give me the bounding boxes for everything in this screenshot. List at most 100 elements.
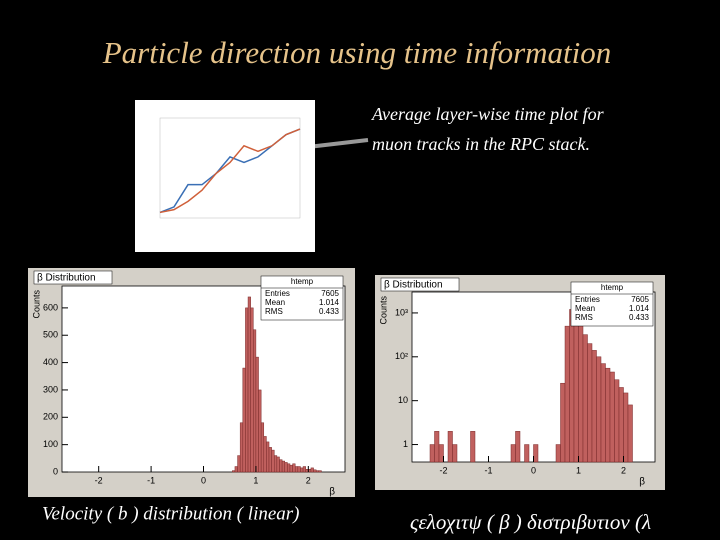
stats-label: RMS [575, 313, 593, 322]
bar [470, 431, 476, 463]
bar [287, 463, 291, 473]
y-tick-label: 200 [43, 412, 58, 422]
bar [587, 343, 593, 463]
x-tick-label: -1 [484, 465, 492, 475]
bar [300, 467, 304, 473]
bar [564, 325, 570, 463]
x-tick-label: -2 [95, 475, 103, 485]
bar [266, 441, 270, 473]
stats-label: Entries [265, 289, 290, 298]
stats-value: 0.433 [629, 313, 650, 322]
x-axis-label: β [329, 487, 335, 498]
y-tick-label: 10 [398, 395, 408, 405]
y-tick-label: 500 [43, 330, 58, 340]
stats-label: Mean [265, 298, 285, 307]
annotation-line: Average layer-wise time plot for [371, 104, 605, 124]
bar [510, 444, 516, 463]
bar [294, 466, 299, 473]
bar [232, 470, 236, 473]
bar [533, 444, 539, 463]
y-tick-label: 300 [43, 384, 58, 394]
stats-value: 1.014 [319, 298, 340, 307]
stats-label: Mean [575, 304, 595, 313]
title-box [380, 277, 460, 292]
series-line [159, 128, 301, 214]
bar [276, 456, 280, 473]
stats-value: 7605 [631, 295, 649, 304]
stats-label: RMS [265, 307, 283, 316]
bar [447, 431, 453, 463]
bar [268, 447, 272, 473]
bar [452, 444, 458, 463]
x-tick-label: -2 [439, 465, 447, 475]
x-tick-label: 1 [576, 465, 581, 475]
bar [297, 466, 301, 473]
y-axis-label: Counts [31, 290, 41, 319]
right-caption: ςελοχιτψ ( β ) διστριβυτιον (λ [410, 510, 651, 534]
stats-value: 0.433 [319, 307, 340, 316]
bar [289, 464, 293, 473]
bar [237, 455, 241, 473]
stats-label: Entries [575, 295, 600, 304]
bar [292, 463, 296, 473]
bar [310, 467, 314, 473]
x-tick-label: -1 [147, 475, 155, 485]
bar [429, 444, 435, 463]
y-tick-label: 10³ [395, 307, 408, 317]
x-tick-label: 1 [253, 475, 258, 485]
histogram-title: β Distribution [37, 273, 96, 284]
stats-value: 7605 [321, 289, 339, 298]
bar [569, 309, 575, 463]
bar [318, 470, 322, 473]
bar [315, 470, 320, 473]
bar [247, 296, 251, 473]
x-tick-label: 2 [621, 465, 626, 475]
x-tick-label: 0 [201, 475, 206, 485]
slide-title: Particle direction using time informatio… [102, 35, 612, 70]
bar [600, 363, 606, 463]
bar [578, 318, 584, 463]
stats-name: htemp [291, 277, 314, 286]
title-box [33, 270, 113, 285]
bar [573, 310, 579, 463]
bar [515, 431, 521, 463]
bar [234, 466, 238, 473]
stats-box [260, 275, 344, 321]
bar [255, 356, 259, 473]
y-axis-label: Counts [378, 296, 388, 325]
bar [274, 455, 278, 473]
arrow [307, 138, 369, 149]
histogram-title: β Distribution [384, 280, 443, 291]
bar [560, 382, 566, 463]
bar [609, 371, 615, 463]
bar [258, 389, 262, 473]
y-tick-label: 10² [395, 351, 408, 361]
y-tick-label: 600 [43, 302, 58, 312]
bar [242, 367, 246, 473]
y-tick-label: 400 [43, 357, 58, 367]
bar [250, 307, 254, 473]
bar [239, 422, 244, 473]
chart-image [135, 100, 315, 252]
bar [614, 379, 620, 463]
annotation-line: muon tracks in the RPC stack. [372, 134, 590, 154]
x-tick-label: 0 [531, 465, 536, 475]
bar [279, 459, 283, 473]
left-caption: Velocity ( b ) distribution ( linear) [42, 503, 300, 524]
bar [313, 469, 317, 473]
bar [605, 367, 611, 463]
bar [260, 422, 265, 473]
plot-area [159, 117, 301, 219]
bar [245, 307, 249, 473]
bar [253, 329, 257, 473]
bar [271, 449, 275, 473]
bar [281, 460, 285, 473]
y-tick-label: 1 [403, 439, 408, 449]
bar [438, 444, 444, 463]
x-axis-label: β [639, 477, 645, 488]
stats-box [570, 281, 654, 327]
y-tick-label: 100 [43, 439, 58, 449]
bar [582, 334, 588, 463]
